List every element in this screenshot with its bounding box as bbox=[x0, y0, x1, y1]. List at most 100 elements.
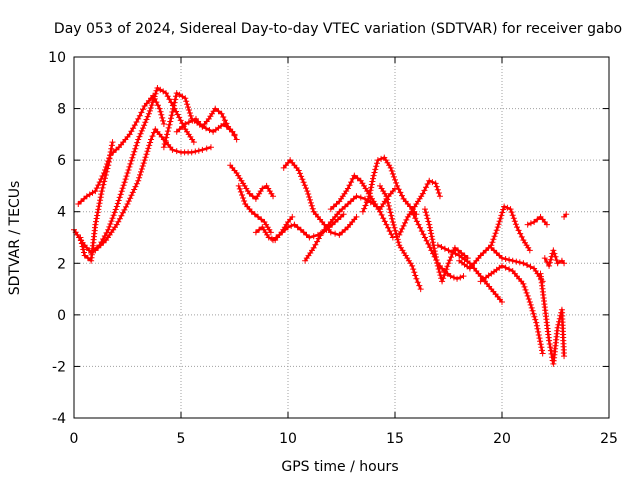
marker-run bbox=[339, 226, 349, 236]
data-point bbox=[75, 200, 82, 207]
data-point bbox=[81, 252, 88, 259]
marker-run bbox=[296, 170, 309, 192]
marker-run bbox=[78, 237, 87, 256]
series-track-26 bbox=[561, 211, 570, 220]
y-tick-label: 2 bbox=[57, 256, 66, 272]
data-point bbox=[396, 231, 403, 238]
marker-run bbox=[184, 128, 196, 143]
data-point bbox=[439, 278, 446, 285]
marker-run bbox=[176, 123, 186, 133]
series-track-15 bbox=[377, 182, 424, 293]
series-track-7 bbox=[227, 162, 277, 202]
data-point bbox=[77, 234, 84, 241]
series-track-8 bbox=[235, 182, 274, 236]
marker-run bbox=[303, 247, 315, 262]
data-point bbox=[541, 255, 548, 262]
marker-run bbox=[385, 224, 395, 238]
data-point bbox=[509, 257, 516, 264]
marker-run bbox=[395, 186, 405, 199]
data-point bbox=[113, 203, 120, 210]
data-point bbox=[488, 244, 495, 251]
marker-run bbox=[382, 157, 393, 169]
marker-run bbox=[415, 193, 425, 205]
marker-run bbox=[125, 180, 140, 205]
data-point bbox=[306, 234, 313, 241]
marker-run bbox=[450, 274, 457, 281]
data-point bbox=[344, 200, 351, 207]
data-point bbox=[426, 177, 433, 184]
marker-run bbox=[359, 180, 369, 192]
data-point bbox=[182, 121, 189, 128]
marker-run bbox=[215, 108, 222, 115]
marker-run bbox=[431, 245, 441, 266]
marker-run bbox=[521, 283, 532, 302]
marker-run bbox=[491, 247, 503, 259]
data-point bbox=[460, 273, 467, 280]
data-point bbox=[297, 226, 304, 233]
marker-run bbox=[440, 263, 451, 282]
marker-run bbox=[88, 224, 98, 261]
marker-run bbox=[201, 118, 210, 127]
series-trace bbox=[437, 244, 503, 303]
marker-run bbox=[143, 95, 154, 107]
data-point bbox=[156, 105, 163, 112]
data-point bbox=[494, 224, 501, 231]
marker-run bbox=[371, 160, 380, 176]
x-tick-label: 15 bbox=[386, 431, 404, 447]
y-axis-ticks: -4 -2 0 2 4 6 8 10 bbox=[48, 50, 609, 427]
data-point bbox=[421, 234, 428, 241]
x-axis-label: GPS time / hours bbox=[281, 459, 398, 475]
x-tick-label: 10 bbox=[279, 431, 297, 447]
marker-run bbox=[312, 232, 324, 248]
marker-run bbox=[118, 133, 131, 148]
marker-run bbox=[524, 262, 534, 270]
marker-run bbox=[513, 258, 523, 266]
data-point bbox=[255, 213, 262, 220]
marker-run bbox=[347, 216, 358, 228]
marker-run bbox=[260, 226, 271, 238]
data-point bbox=[563, 211, 570, 218]
marker-run bbox=[263, 221, 273, 233]
marker-run bbox=[515, 227, 525, 240]
marker-run bbox=[508, 209, 519, 228]
data-point bbox=[235, 182, 242, 189]
marker-run bbox=[115, 203, 129, 225]
x-tick-label: 5 bbox=[177, 431, 186, 447]
marker-run bbox=[142, 139, 154, 161]
marker-run bbox=[136, 106, 146, 119]
marker-run bbox=[181, 149, 192, 156]
marker-run bbox=[414, 279, 423, 289]
marker-run bbox=[559, 309, 567, 356]
data-point bbox=[434, 242, 441, 249]
marker-run bbox=[310, 233, 317, 240]
series-track-23 bbox=[524, 213, 550, 228]
series-trace bbox=[479, 264, 544, 354]
data-point bbox=[426, 221, 433, 228]
marker-run bbox=[136, 113, 151, 140]
data-point bbox=[394, 182, 401, 189]
marker-run bbox=[151, 95, 161, 109]
marker-run bbox=[366, 175, 376, 197]
marker-run bbox=[372, 201, 382, 213]
marker-run bbox=[361, 196, 371, 212]
marker-run bbox=[251, 211, 258, 218]
data-point bbox=[454, 275, 461, 282]
data-point bbox=[417, 286, 424, 293]
data-point bbox=[409, 208, 416, 215]
data-point bbox=[432, 180, 439, 187]
marker-run bbox=[527, 220, 534, 227]
marker-run bbox=[241, 182, 251, 195]
marker-run bbox=[300, 229, 310, 238]
data-point bbox=[218, 110, 225, 117]
data-point bbox=[167, 118, 174, 125]
marker-run bbox=[346, 175, 356, 189]
marker-run bbox=[489, 227, 500, 246]
marker-run bbox=[220, 114, 230, 127]
marker-run bbox=[488, 286, 497, 295]
data-point bbox=[501, 203, 508, 210]
data-point bbox=[207, 144, 214, 151]
series-track-18 bbox=[421, 206, 471, 285]
series-track-24 bbox=[537, 270, 568, 367]
marker-run bbox=[330, 201, 340, 210]
data-point bbox=[252, 229, 259, 236]
